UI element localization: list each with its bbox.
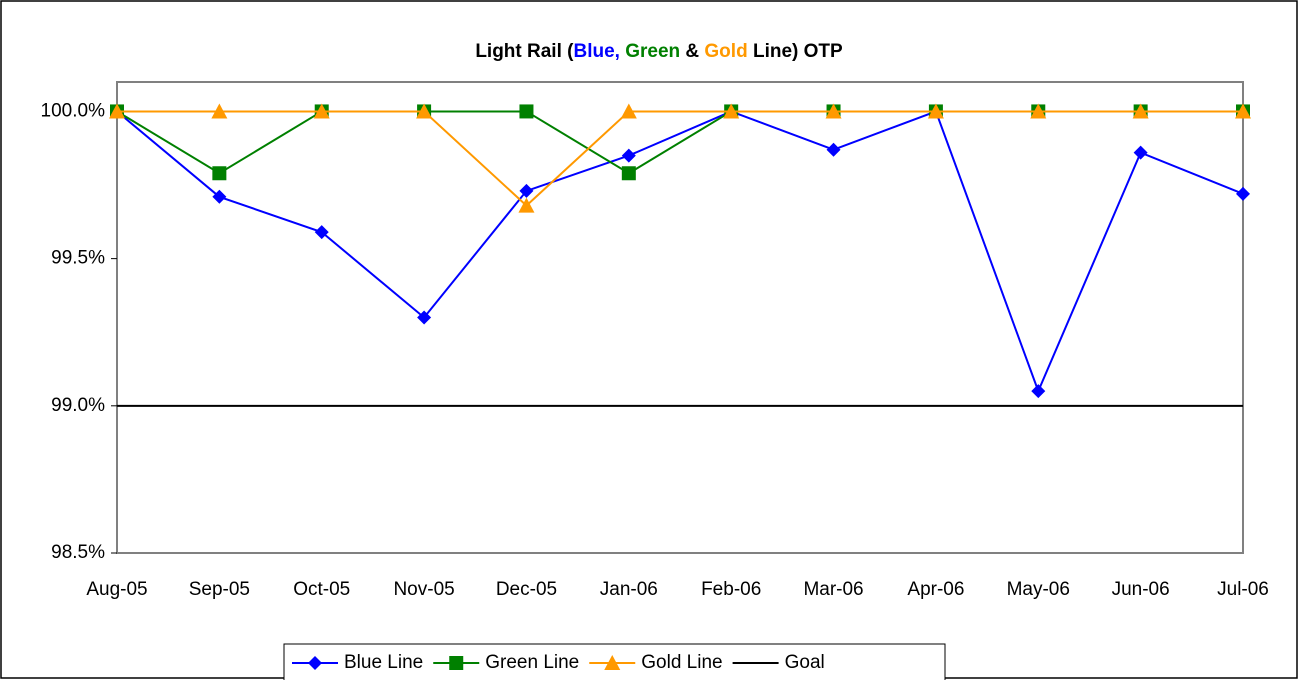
x-tick-label: Dec-05 [496,579,557,600]
y-tick-label: 99.5% [51,248,105,269]
y-tick-label: 100.0% [41,100,106,121]
point [313,103,330,119]
point [211,103,228,119]
point [927,103,944,119]
x-tick-label: Mar-06 [803,579,863,600]
legend-label: Gold Line [641,652,722,673]
title-part: Light Rail ( [475,41,574,62]
legend-box [283,643,946,683]
point [314,225,329,240]
point [723,103,740,119]
legend-label: Green Line [485,652,579,673]
title-part: & [680,41,699,62]
point [1133,145,1148,160]
legend-label: Blue Line [344,652,423,673]
title-part: Line) OTP [748,41,843,62]
point [519,183,534,198]
y-tick-label: 98.5% [51,542,105,563]
point [1236,186,1250,201]
point [416,103,433,119]
series-line [117,110,1243,207]
chart-title: Light Rail (Blue, Green & Gold Line) OTP [475,41,843,62]
point [212,166,227,181]
x-tick-label: Nov-05 [393,579,454,600]
point [109,103,125,119]
point [621,166,636,181]
y-tick-label: 99.0% [51,395,105,416]
x-tick-label: Apr-06 [907,579,964,600]
title-part: Green [620,41,680,62]
plot-area [116,81,1244,554]
x-tick-label: Sep-05 [189,579,250,600]
point [519,104,534,119]
x-tick-label: Jan-06 [600,579,658,600]
title-part: Blue, [573,41,619,62]
point [518,197,535,213]
legend-marker [449,656,464,670]
point [1235,103,1251,119]
point [621,148,636,163]
point [825,103,842,119]
point [1031,384,1046,399]
legend-marker [308,656,322,670]
legend-marker [604,655,621,670]
point [417,310,432,325]
point [1132,103,1149,119]
x-tick-label: Feb-06 [701,579,761,600]
point [212,189,227,204]
legend: Blue Line Green Line Gold Line Goal [283,643,946,683]
legend-label: Goal [785,652,825,673]
title-part: Gold [699,41,748,62]
point [620,103,637,119]
x-tick-label: Jun-06 [1112,579,1170,600]
point [1030,103,1047,119]
x-tick-label: Aug-05 [86,579,147,600]
x-tick-label: Jul-06 [1217,579,1269,600]
series-line [116,110,1244,394]
x-tick-label: May-06 [1007,579,1070,600]
point [826,142,841,157]
x-tick-label: Oct-05 [293,579,350,600]
